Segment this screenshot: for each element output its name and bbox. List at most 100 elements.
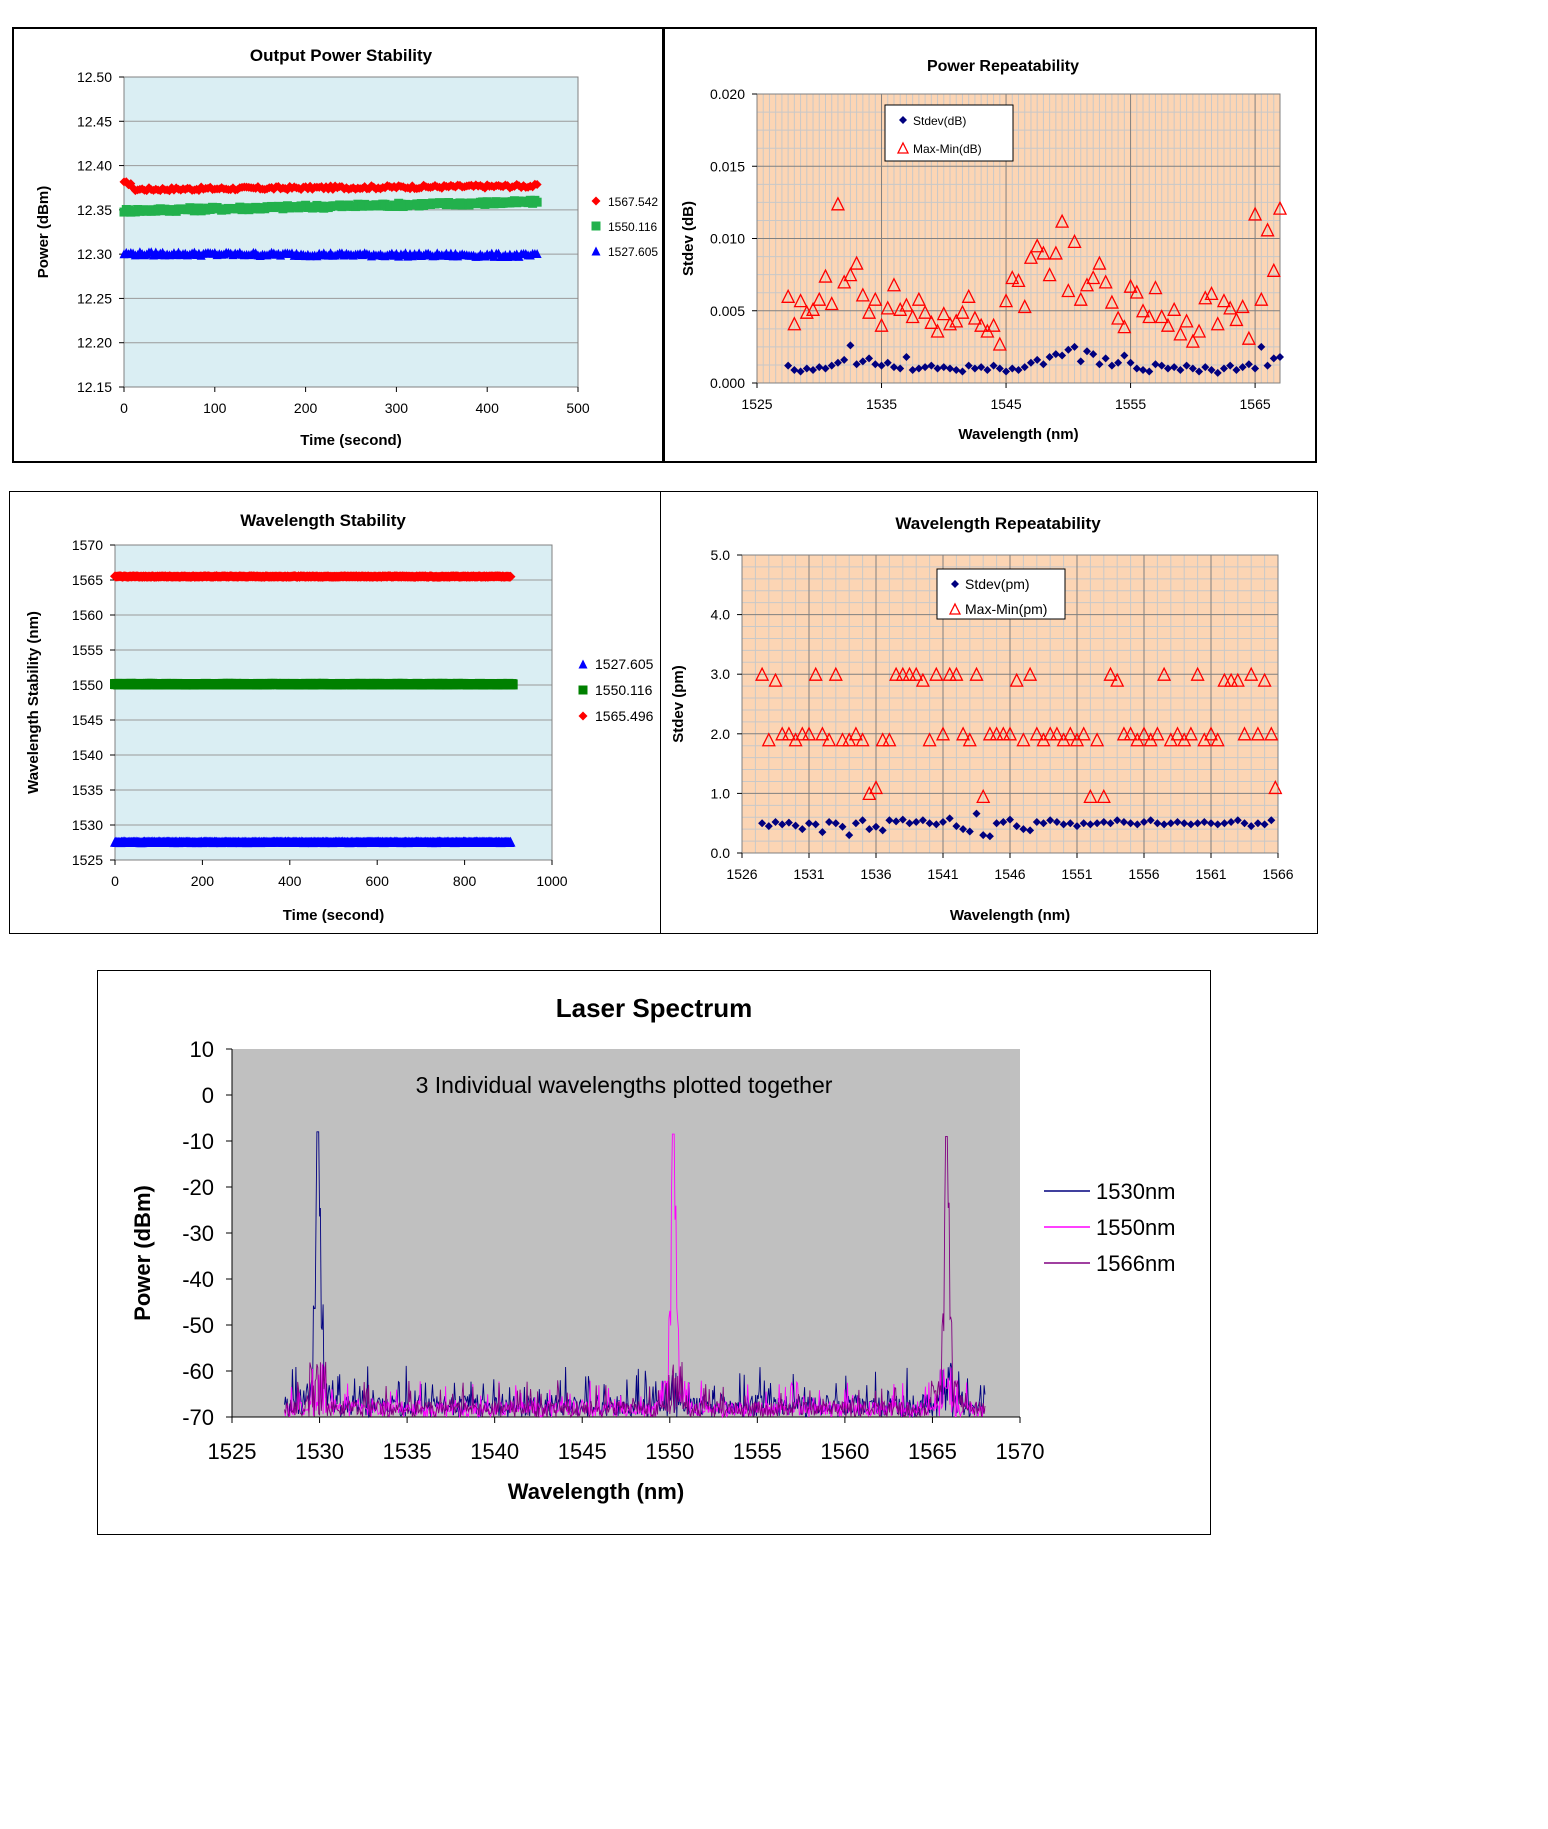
data-point <box>1229 311 1244 327</box>
x-tick-label: 1535 <box>866 396 897 412</box>
data-point <box>1233 816 1242 825</box>
data-point <box>1139 365 1148 374</box>
data-point <box>858 357 867 366</box>
y-tick-label: 0.015 <box>710 158 745 174</box>
plot-area <box>115 545 552 860</box>
y-tick-label: 0.000 <box>710 375 745 391</box>
data-point <box>1073 822 1081 831</box>
data-point <box>892 817 901 826</box>
data-point <box>1237 726 1252 741</box>
data-point <box>1016 732 1031 747</box>
data-point <box>1042 267 1057 282</box>
legend-marker <box>899 116 907 124</box>
data-point <box>1092 255 1107 270</box>
data-point <box>1226 361 1235 370</box>
y-tick-label: 0.0 <box>711 845 731 861</box>
data-point <box>1201 363 1210 372</box>
chart-panel-power-repeatability: 0.000 0.005 0.010 0.015 0.020 1525 1535 1545 155… <box>664 27 1317 463</box>
data-point <box>764 822 773 831</box>
data-point <box>827 361 836 370</box>
y-tick-label: 1560 <box>72 607 103 623</box>
data-point <box>1257 342 1266 351</box>
y-tick-label: 1565 <box>72 572 103 588</box>
data-point <box>899 297 914 312</box>
chart-laser-spectrum: -70 -60 -50 -40 -30 -20 -10 0 10 1525 1530 1535 1540… <box>130 993 1176 1504</box>
data-point <box>801 726 817 741</box>
data-point <box>796 367 805 376</box>
x-tick-label: 1525 <box>208 1439 257 1464</box>
x-tick-label: 300 <box>385 400 409 416</box>
data-point <box>1207 365 1216 374</box>
data-point <box>790 365 799 374</box>
y-tick-label: 1540 <box>72 747 103 763</box>
data-point <box>838 822 847 831</box>
data-point <box>874 317 889 332</box>
data-point <box>845 831 854 840</box>
data-point <box>849 255 864 270</box>
chart-title: Output Power Stability <box>250 46 433 65</box>
x-tick-label: 1561 <box>1195 866 1226 882</box>
data-point <box>955 304 970 319</box>
data-point <box>922 732 937 747</box>
data-point <box>1055 213 1070 228</box>
x-tick-label: 500 <box>566 400 590 416</box>
data-point <box>1103 666 1118 681</box>
data-point <box>1200 818 1209 827</box>
data-point <box>1276 352 1284 361</box>
data-point <box>865 825 874 834</box>
data-point <box>945 814 954 823</box>
data-point <box>893 301 908 316</box>
series-1527-605 <box>119 247 542 262</box>
data-point <box>1240 819 1249 828</box>
y-axis-label: Power (dBm) <box>130 1185 155 1321</box>
data-point <box>992 336 1007 351</box>
data-point <box>1195 367 1204 376</box>
legend-label: Max-Min(dB) <box>913 142 982 156</box>
series-line-1566nm <box>284 1135 986 1419</box>
data-point <box>1101 354 1110 363</box>
data-point <box>958 367 967 376</box>
data-point <box>1269 354 1278 363</box>
data-point <box>1090 732 1105 747</box>
data-point <box>939 818 947 827</box>
data-point <box>1223 300 1238 315</box>
data-point <box>1254 291 1269 306</box>
x-tick-label: 1526 <box>726 866 757 882</box>
data-point <box>886 277 902 292</box>
data-point <box>929 666 944 681</box>
data-point <box>1089 350 1098 359</box>
data-point <box>821 364 830 373</box>
data-point <box>1203 726 1219 741</box>
data-point <box>965 827 974 836</box>
data-point <box>1002 726 1018 741</box>
data-point <box>1026 358 1035 367</box>
data-point <box>872 822 880 831</box>
data-point <box>809 365 818 374</box>
data-point <box>1123 726 1138 741</box>
data-point <box>1192 323 1207 338</box>
data-point <box>1210 732 1225 747</box>
y-tick-label: 12.45 <box>77 113 112 129</box>
series-1550-116 <box>110 678 518 690</box>
data-point <box>1095 360 1104 369</box>
data-point <box>1039 819 1048 828</box>
data-point <box>896 364 905 373</box>
data-point <box>761 732 776 747</box>
data-point <box>1182 361 1191 370</box>
data-point <box>1160 317 1175 332</box>
data-point <box>1023 666 1038 681</box>
data-point <box>1104 294 1119 309</box>
data-point <box>1153 819 1162 828</box>
data-point <box>1049 726 1064 741</box>
y-tick-label: 1555 <box>72 642 103 658</box>
data-point <box>1210 316 1225 331</box>
plot-area <box>232 1049 1020 1417</box>
data-point <box>830 196 845 211</box>
data-point <box>1020 363 1029 372</box>
data-point <box>1064 345 1073 354</box>
data-point <box>939 363 948 372</box>
data-point <box>921 363 930 372</box>
x-axis-label: Wavelength (nm) <box>950 907 1070 924</box>
data-point <box>1009 672 1024 687</box>
data-point <box>1235 298 1250 314</box>
